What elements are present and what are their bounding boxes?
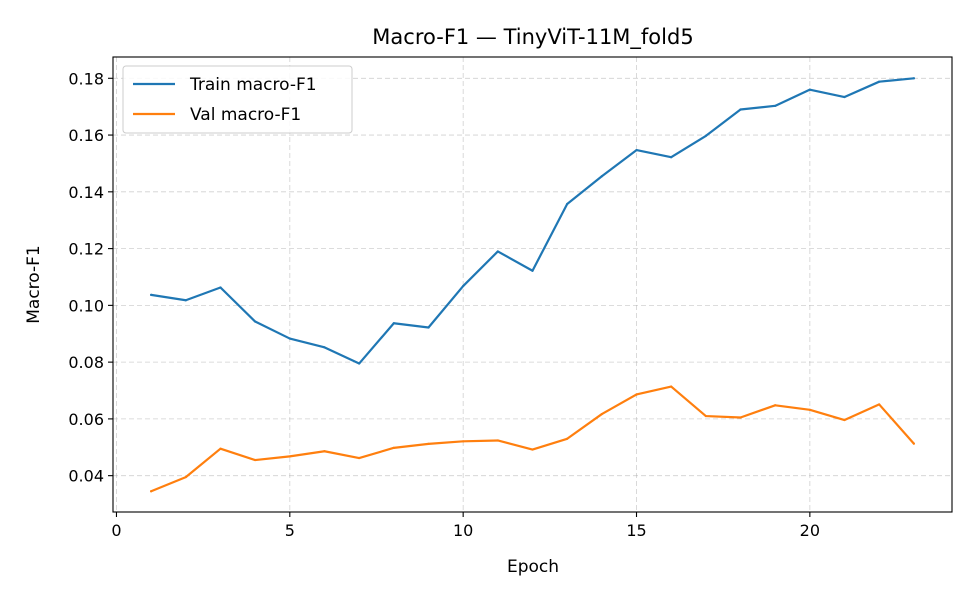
data-point <box>462 284 465 288</box>
data-point <box>427 442 430 445</box>
data-point <box>288 455 291 458</box>
data-point <box>774 104 777 107</box>
x-tick-label: 0 <box>111 521 121 540</box>
data-point <box>323 450 326 453</box>
y-tick-label: 0.14 <box>68 183 104 202</box>
data-point <box>704 134 707 138</box>
data-point <box>254 320 257 323</box>
data-point <box>150 293 153 296</box>
y-tick-label: 0.04 <box>68 467 104 486</box>
data-point <box>288 337 291 340</box>
data-point <box>774 404 777 407</box>
data-point <box>808 88 811 91</box>
data-point <box>912 442 915 445</box>
data-point <box>254 458 257 462</box>
y-tick-label: 0.18 <box>68 69 104 88</box>
axis-ticks: 0 5 10 15 20 0.04 0.06 0.08 0.10 0.12 0.14 0.16 0.18 <box>68 69 820 540</box>
x-tick-label: 5 <box>285 521 295 540</box>
y-tick-label: 0.10 <box>68 296 104 315</box>
data-point <box>323 346 326 349</box>
x-tick-label: 20 <box>800 521 820 540</box>
data-point <box>912 77 915 80</box>
data-point <box>496 250 499 253</box>
data-point <box>635 393 638 396</box>
data-point <box>878 403 881 406</box>
data-point <box>878 80 881 83</box>
y-tick-label: 0.12 <box>68 240 104 259</box>
data-point <box>531 448 534 451</box>
data-point <box>150 490 153 493</box>
data-point <box>566 437 569 440</box>
data-point <box>496 439 499 442</box>
data-point <box>808 408 811 411</box>
y-tick-label: 0.08 <box>68 353 104 372</box>
data-point <box>392 322 395 325</box>
y-tick-label: 0.06 <box>68 410 104 429</box>
data-point <box>184 475 187 479</box>
series-lines <box>150 77 915 493</box>
data-point <box>219 286 222 289</box>
data-point <box>600 175 603 178</box>
data-point <box>843 95 846 99</box>
data-point <box>739 108 742 111</box>
x-tick-label: 10 <box>453 521 473 540</box>
x-axis-title: Epoch <box>507 557 559 577</box>
plot-frame <box>112 56 953 513</box>
chart-title: Macro-F1 — TinyViT-11M_fold5 <box>372 25 693 50</box>
data-point <box>600 412 603 416</box>
data-point <box>635 149 638 152</box>
legend: Train macro-F1 Val macro-F1 <box>122 65 353 134</box>
data-point <box>358 456 361 460</box>
y-axis-title: Macro-F1 <box>24 245 44 324</box>
y-tick-label: 0.16 <box>68 126 104 145</box>
data-point <box>184 299 187 302</box>
data-point <box>739 416 742 419</box>
data-point <box>531 269 534 272</box>
legend-label: Train macro-F1 <box>189 75 317 95</box>
data-point <box>670 156 673 159</box>
data-point <box>462 440 465 443</box>
data-point <box>219 447 222 450</box>
legend-box <box>122 65 353 134</box>
x-tick-label: 15 <box>626 521 646 540</box>
data-point <box>566 202 569 206</box>
data-point <box>392 446 395 449</box>
grid <box>113 57 952 512</box>
data-point <box>427 326 430 329</box>
data-point <box>670 385 673 388</box>
data-point <box>843 418 846 422</box>
legend-label: Val macro-F1 <box>190 105 301 125</box>
data-point <box>704 414 707 418</box>
data-point <box>358 362 361 365</box>
